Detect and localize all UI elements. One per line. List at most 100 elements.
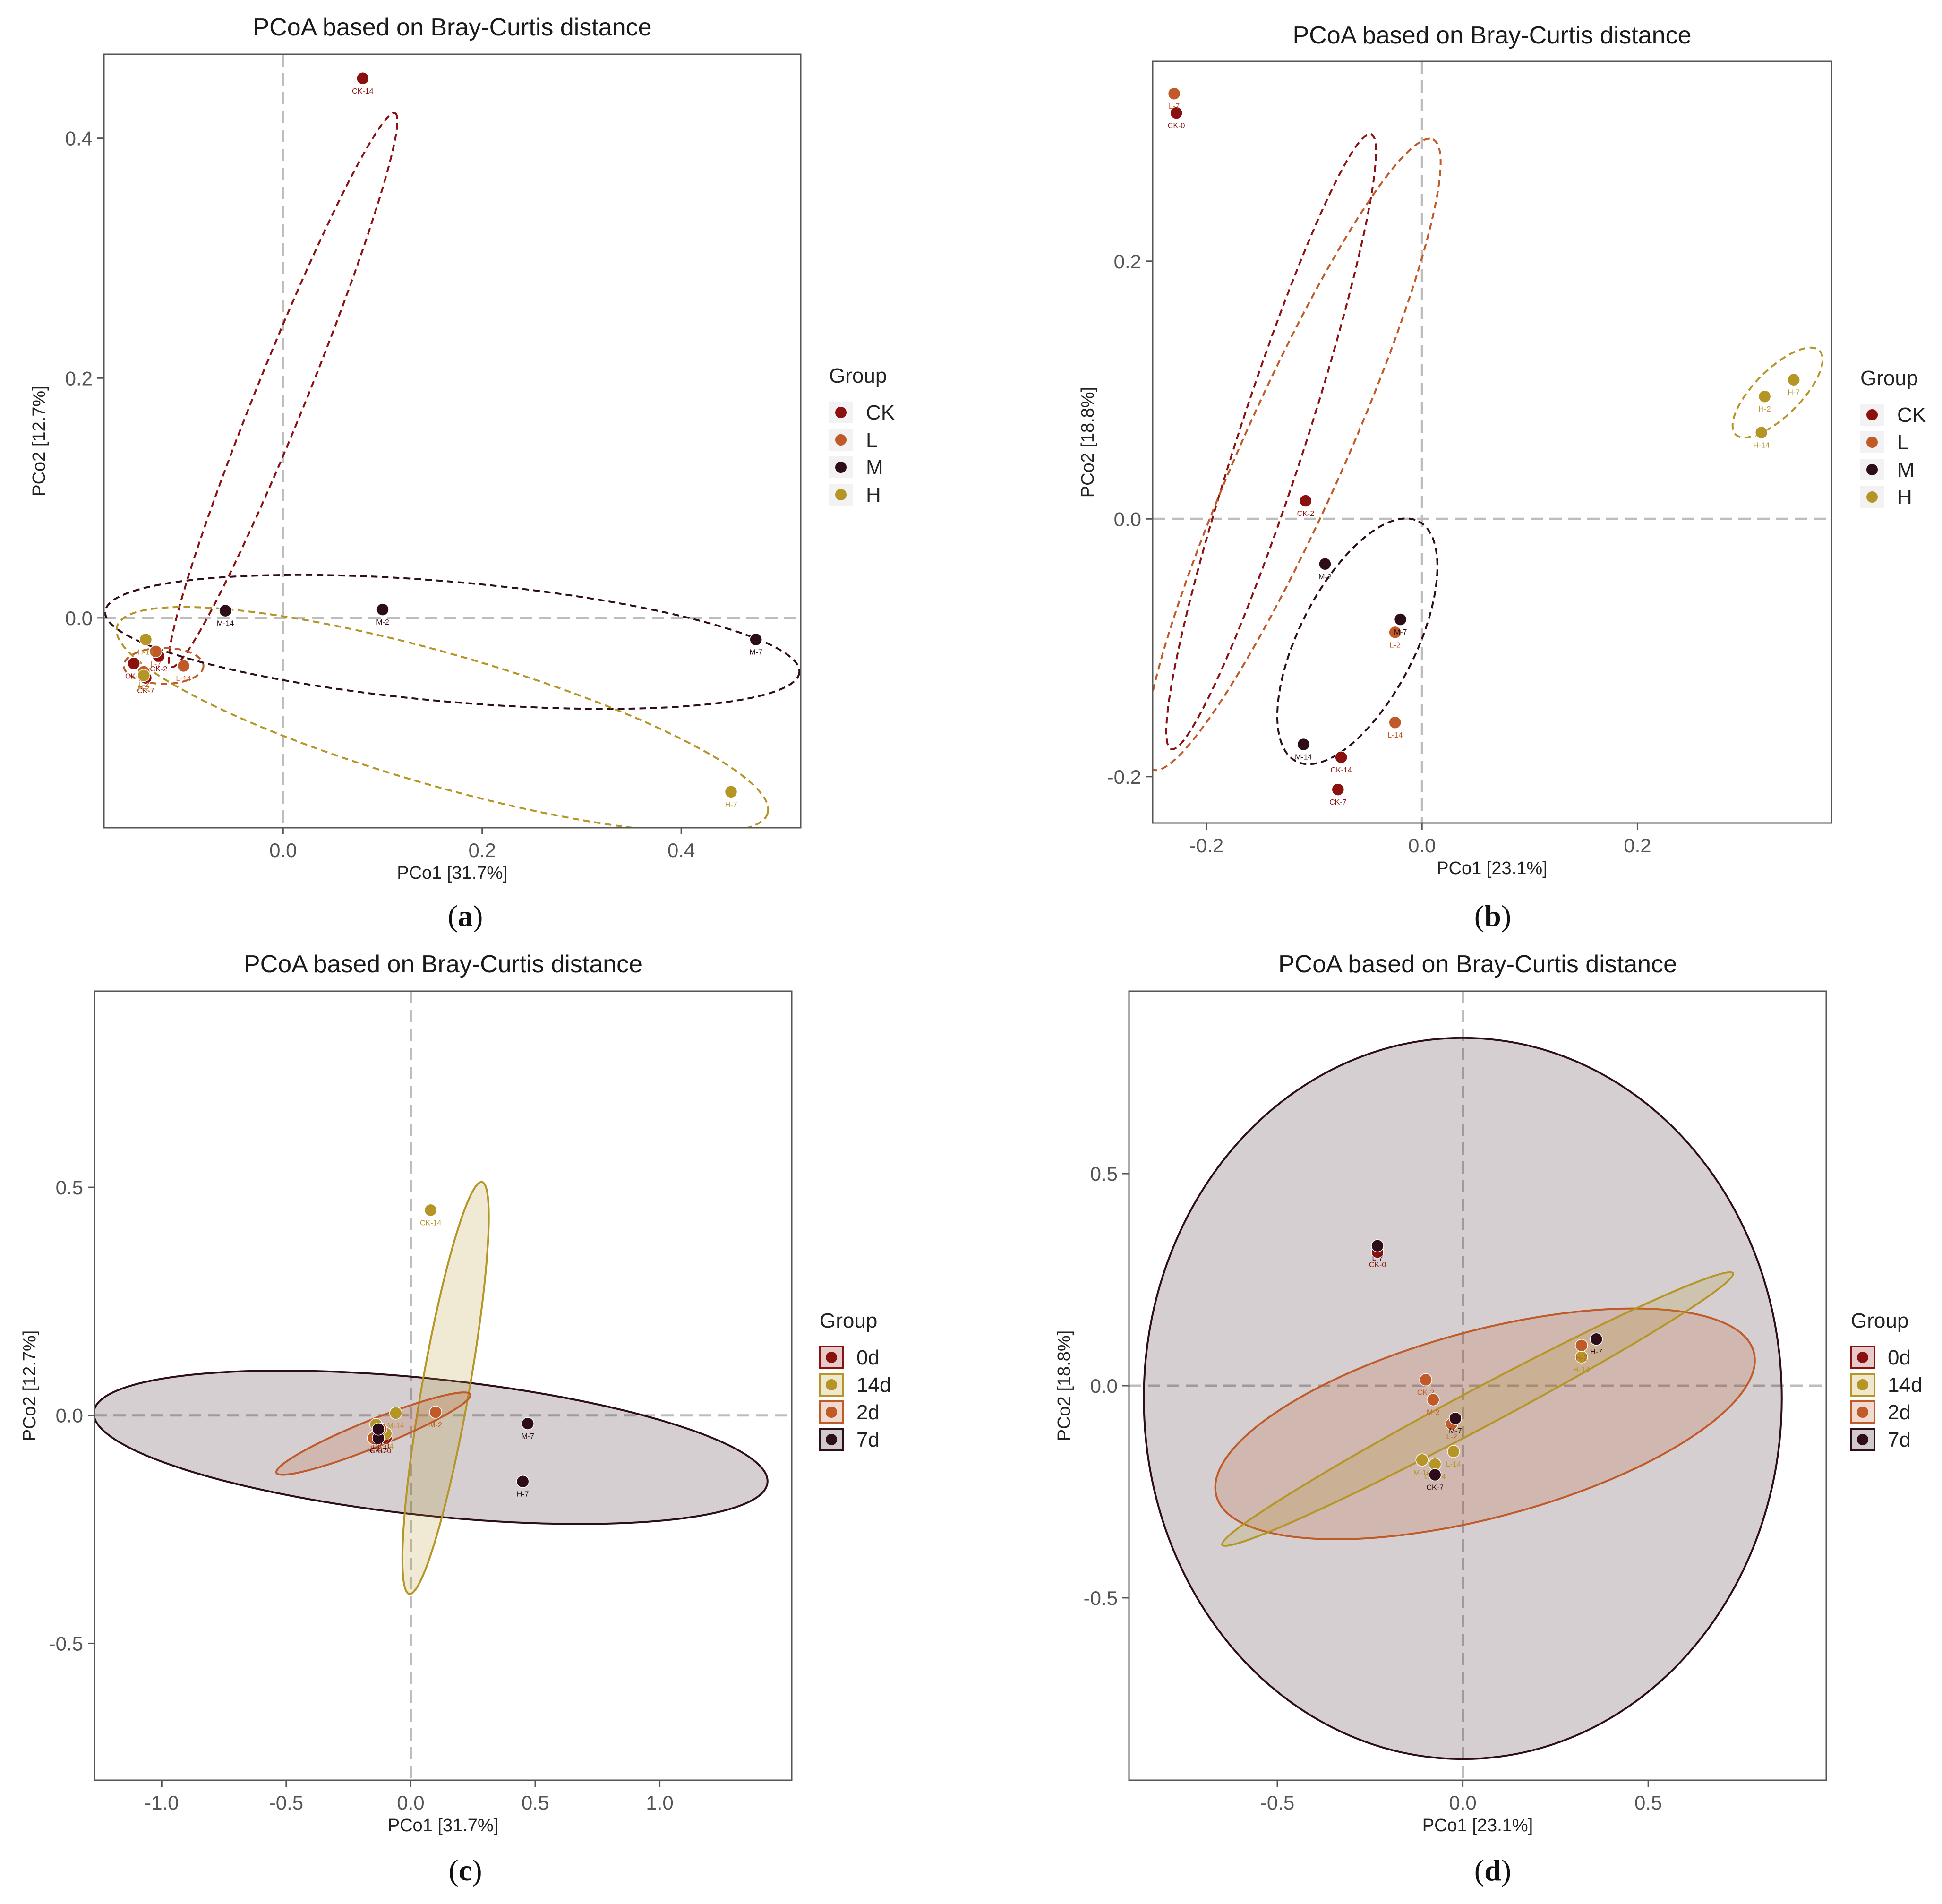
- data-point: [1758, 390, 1771, 403]
- legend-label: M: [1897, 458, 1915, 481]
- data-point: [1299, 494, 1312, 507]
- legend-marker: [1866, 464, 1878, 475]
- legend-title: Group: [1851, 1309, 1908, 1332]
- panel-caption: (d): [1474, 1853, 1511, 1887]
- legend-label: 0d: [1888, 1346, 1911, 1369]
- legend: Group 0d 14d 2d 7d: [819, 1309, 891, 1451]
- y-tick-label: 0.0: [1114, 508, 1141, 530]
- data-point: [149, 645, 163, 658]
- data-point: [1388, 716, 1402, 729]
- pcoa-panel-c: PCoA based on Bray-Curtis distanceCK-0L-…: [20, 951, 891, 1887]
- pcoa-panel-d: PCoA based on Bray-Curtis distance CK-0 H-…: [1054, 951, 1922, 1887]
- point-label: H-7: [517, 1491, 529, 1499]
- data-point: [1419, 1373, 1432, 1387]
- legend-title: Group: [829, 364, 887, 387]
- point-label: CK-14: [1330, 766, 1352, 774]
- point-label: L-7: [150, 660, 161, 669]
- legend-item: 0d: [819, 1346, 880, 1369]
- legend-label: 14d: [1888, 1373, 1922, 1397]
- legend-marker: [1857, 1434, 1868, 1445]
- legend-item: CK: [829, 401, 895, 424]
- point-label: CK-14: [420, 1219, 441, 1227]
- y-tick-label: 0.4: [65, 128, 93, 150]
- legend-marker: [826, 1352, 837, 1363]
- data-point: [424, 1203, 437, 1217]
- data-point: [389, 1407, 402, 1420]
- y-tick-label: 0.0: [56, 1405, 83, 1427]
- y-tick-label: 0.2: [1114, 250, 1141, 273]
- y-axis-label: PCo2 [12.7%]: [20, 1330, 40, 1441]
- plot-area: [94, 991, 792, 1780]
- panel-caption-letter: b: [1484, 899, 1501, 933]
- chart-title: PCoA based on Bray-Curtis distance: [253, 14, 652, 41]
- plot-border: [1152, 60, 1832, 824]
- data-point: [372, 1422, 385, 1436]
- legend-title: Group: [820, 1309, 877, 1332]
- y-tick-label: 0.0: [1090, 1375, 1118, 1397]
- x-tick-label: 0.0: [1449, 1792, 1476, 1814]
- plot-content: CK-0H-14M-14L-14CK-14CK-2M-2L-2H-2L-7M-7…: [1129, 991, 1826, 1780]
- plot-border: [94, 990, 793, 1781]
- y-tick-label: 0.5: [1090, 1163, 1118, 1185]
- plot-content: CK-0L-0CK-14M-14L-14H-14M-2CK-2L-2H-2M-7…: [94, 991, 792, 1780]
- point-label: L-14: [1446, 1460, 1461, 1468]
- group-ellipse-14d: [401, 1181, 490, 1595]
- panel-caption-letter: c: [459, 1853, 472, 1887]
- point-label: H-14: [1573, 1366, 1590, 1374]
- data-point: [376, 603, 389, 616]
- x-tick-label: 0.0: [397, 1792, 424, 1814]
- point-label: H-2: [1575, 1355, 1588, 1363]
- point-label: M-2: [429, 1421, 442, 1429]
- point-label: CK-0: [1168, 122, 1185, 130]
- point-label: M-2: [1318, 573, 1332, 581]
- legend-item: 14d: [819, 1373, 891, 1397]
- point-label: M-14: [1413, 1469, 1431, 1477]
- legend-marker: [835, 489, 847, 500]
- data-point: [1447, 1445, 1460, 1458]
- data-point: [1449, 1412, 1462, 1425]
- pcoa-panel-a: PCoA based on Bray-Curtis distance CK-14 C…: [29, 14, 895, 933]
- group-ellipse-14d: [1221, 1271, 1735, 1547]
- data-point: [139, 633, 153, 646]
- point-label: L-14: [378, 1442, 394, 1450]
- legend-label: H: [866, 483, 881, 506]
- data-point: [429, 1406, 442, 1419]
- legend-marker: [1866, 437, 1878, 448]
- point-label: H-2: [368, 1447, 380, 1455]
- data-point: [1590, 1332, 1603, 1346]
- legend: Group CK LMH: [829, 364, 895, 506]
- legend-item: 0d: [1850, 1346, 1911, 1369]
- legend-label: 7d: [856, 1428, 880, 1451]
- legend-item: L: [1860, 431, 1908, 454]
- point-label: H-7: [1788, 389, 1800, 397]
- point-label: CK-7: [370, 1447, 387, 1455]
- data-point: [219, 604, 232, 618]
- y-axis-label: PCo2 [18.8%]: [1054, 1330, 1074, 1441]
- point-label: CK-2: [1297, 510, 1315, 518]
- point-label: CK-14: [352, 87, 373, 95]
- legend-title: Group: [1860, 367, 1918, 390]
- legend-marker: [1857, 1407, 1868, 1418]
- panel-caption: (c): [448, 1853, 482, 1887]
- x-axis-label: PCo1 [31.7%]: [397, 863, 507, 883]
- data-point: [724, 785, 738, 798]
- point-label: L-2: [1446, 1433, 1457, 1441]
- plot-content: CK-0 CK-2 CK-14 CK-7 L-7 L-2 L-14 M-2 M-7 M-14 H-7…: [1153, 61, 1831, 823]
- data-point: [516, 1475, 530, 1488]
- point-label: M-14: [1295, 754, 1312, 762]
- legend: Group 0d 14d 2d 7d: [1850, 1309, 1922, 1451]
- data-point: [1394, 613, 1407, 626]
- legend-label: 2d: [856, 1401, 880, 1424]
- data-point: [1575, 1338, 1588, 1352]
- x-tick-label: 0.0: [1408, 834, 1436, 857]
- panel-caption-letter: a: [458, 899, 473, 933]
- x-axis-label: PCo1 [23.1%]: [1422, 1816, 1533, 1835]
- legend-label: CK: [1897, 403, 1926, 427]
- data-point: [1297, 738, 1310, 751]
- panel-caption: (a): [448, 899, 483, 933]
- point-label: CK-7: [1329, 798, 1347, 806]
- point-label: CK-2: [150, 665, 168, 673]
- point-label: CK-7: [1426, 1484, 1444, 1492]
- point-label: L-2: [1390, 641, 1401, 649]
